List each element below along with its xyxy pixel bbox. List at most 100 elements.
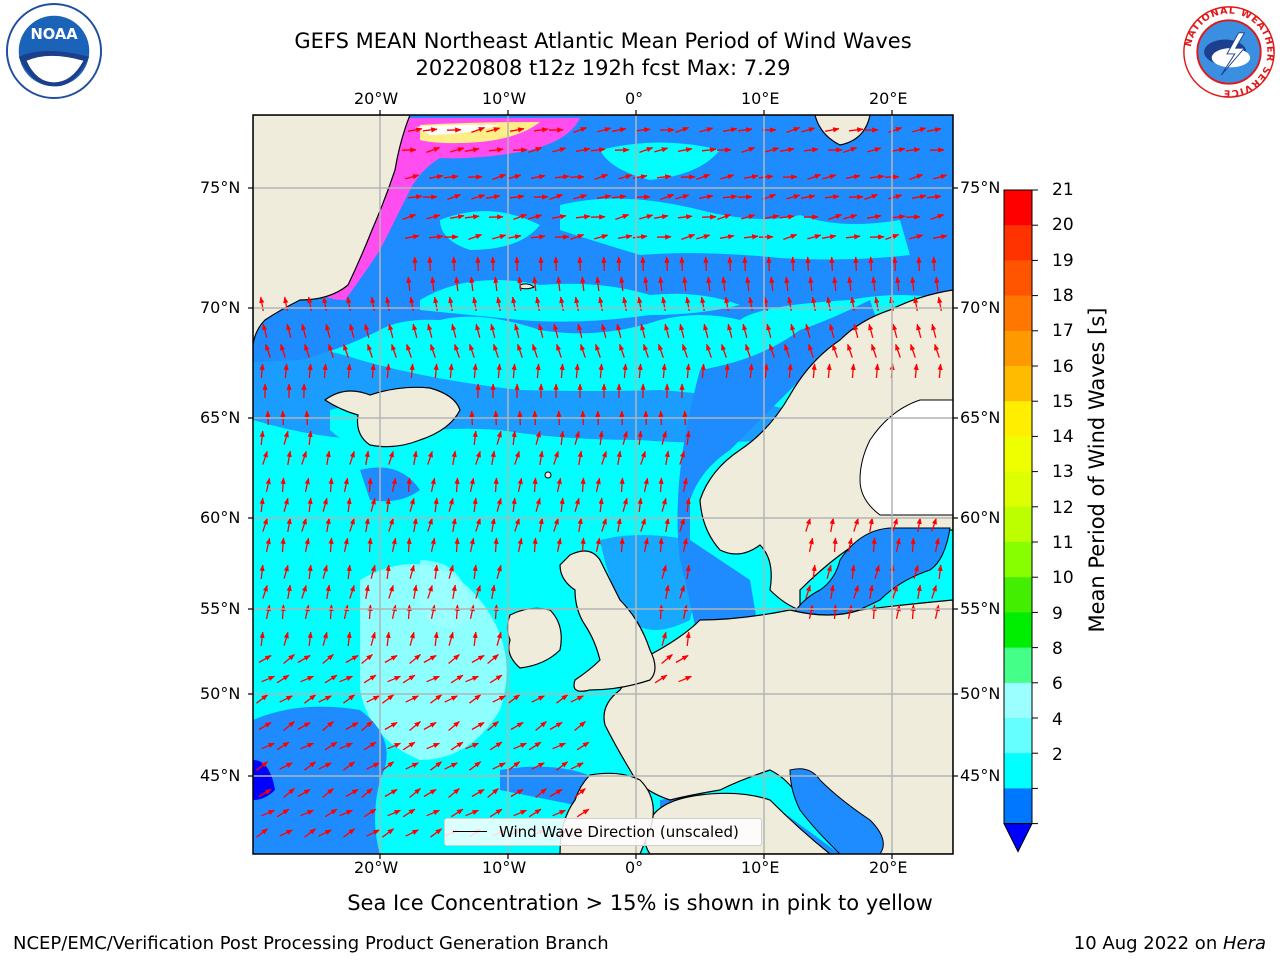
legend-line-icon	[453, 831, 487, 832]
wind-wave-arrow	[493, 477, 499, 493]
wind-wave-arrow	[325, 323, 331, 338]
wind-wave-arrow	[656, 174, 672, 180]
wind-wave-arrow	[451, 256, 457, 272]
wind-wave-arrow	[469, 477, 475, 492]
colorbar-segment	[1004, 436, 1032, 473]
wind-wave-arrow	[895, 276, 901, 292]
wind-wave-arrow	[405, 762, 419, 770]
footer-credit: NCEP/EMC/Verification Post Processing Pr…	[13, 933, 609, 954]
wind-wave-arrow	[493, 276, 499, 292]
wind-wave-arrow	[619, 276, 625, 292]
wind-wave-arrow	[475, 450, 481, 465]
wind-wave-arrow	[685, 631, 691, 646]
wind-wave-arrow	[514, 256, 520, 272]
wind-wave-arrow	[364, 450, 370, 466]
wind-wave-arrow	[660, 193, 675, 201]
wind-wave-arrow	[556, 343, 562, 358]
wind-wave-arrow	[256, 828, 269, 838]
wind-wave-arrow	[301, 323, 307, 338]
wind-wave-arrow	[385, 363, 391, 379]
wind-wave-arrow	[405, 829, 419, 837]
wind-wave-arrow	[450, 808, 464, 818]
colorbar-tick-14: 14	[1052, 427, 1074, 448]
wind-wave-arrow	[722, 194, 738, 200]
wind-wave-arrow	[619, 477, 625, 493]
wind-wave-arrow	[574, 430, 580, 445]
wind-wave-arrow	[454, 604, 460, 620]
wind-wave-arrow	[385, 631, 391, 646]
wind-wave-arrow	[405, 174, 420, 180]
wind-wave-arrow	[528, 214, 543, 220]
wind-wave-arrow	[301, 450, 307, 465]
wind-wave-arrow	[451, 517, 457, 533]
wind-wave-arrow	[301, 517, 307, 532]
wind-wave-arrow	[679, 256, 685, 272]
wind-wave-arrow	[528, 808, 542, 818]
wind-wave-arrow	[496, 631, 502, 646]
wind-wave-arrow	[258, 721, 272, 731]
wind-wave-arrow	[685, 564, 691, 579]
wind-wave-arrow	[472, 430, 478, 445]
wind-wave-arrow	[382, 694, 395, 704]
wind-wave-arrow	[552, 809, 566, 817]
colorbar-segment	[1004, 330, 1032, 367]
wind-wave-arrow	[322, 497, 328, 512]
wind-wave-arrow	[934, 537, 940, 552]
wind-wave-arrow	[722, 127, 738, 133]
wind-wave-arrow	[664, 584, 670, 600]
wind-wave-arrow	[934, 343, 940, 358]
wind-wave-arrow	[654, 674, 668, 684]
wind-wave-arrow	[553, 517, 559, 532]
wind-wave-arrow	[428, 234, 444, 240]
wind-wave-arrow	[717, 213, 732, 221]
wind-wave-arrow	[622, 363, 628, 379]
wind-wave-arrow	[300, 742, 314, 750]
wind-wave-arrow	[409, 564, 415, 579]
wind-wave-arrow	[391, 477, 397, 492]
wind-wave-arrow	[766, 323, 772, 338]
wind-wave-arrow	[808, 537, 814, 552]
wind-wave-arrow	[486, 127, 501, 133]
wind-wave-arrow	[617, 234, 633, 240]
wind-wave-arrow	[409, 721, 421, 731]
wind-wave-arrow	[930, 213, 945, 221]
wind-wave-arrow	[447, 193, 462, 201]
wind-wave-arrow	[530, 234, 546, 240]
wind-wave-arrow	[509, 194, 525, 200]
wind-wave-arrow	[412, 517, 418, 533]
wind-wave-arrow	[328, 604, 334, 620]
wind-wave-arrow	[532, 343, 538, 358]
wind-wave-arrow	[286, 323, 292, 338]
wind-wave-arrow	[556, 276, 562, 292]
wind-wave-arrow	[427, 323, 433, 338]
wind-wave-arrow	[853, 323, 859, 338]
wind-wave-arrow	[366, 762, 380, 770]
wind-wave-arrow	[595, 343, 601, 358]
graticule	[253, 115, 953, 854]
wind-wave-arrow	[580, 343, 586, 358]
wind-wave-arrow	[937, 564, 943, 579]
wind-wave-arrow	[279, 829, 293, 837]
wind-wave-arrow	[573, 194, 588, 200]
lon-label-10w-top: 10°W	[482, 89, 527, 108]
wind-wave-arrow	[790, 323, 796, 338]
wind-wave-arrow	[916, 517, 922, 533]
wind-wave-arrow	[868, 323, 874, 338]
wind-wave-arrow	[265, 604, 271, 619]
wind-wave-arrow	[829, 323, 835, 338]
wind-wave-arrow	[866, 214, 882, 220]
wind-wave-arrow	[391, 537, 397, 552]
wind-wave-arrow	[682, 604, 688, 619]
wind-wave-arrow	[322, 631, 328, 646]
wind-wave-arrow	[261, 809, 275, 817]
wind-wave-arrow	[517, 537, 523, 552]
wind-wave-arrow	[448, 497, 454, 512]
land-svalbard	[814, 115, 871, 146]
wind-wave-arrow	[682, 477, 688, 492]
land-greenland	[253, 115, 411, 346]
wind-wave-arrow	[577, 256, 583, 272]
wind-wave-arrow	[807, 234, 822, 240]
wind-wave-arrow	[407, 127, 423, 133]
wind-wave-arrow	[658, 477, 664, 493]
wind-wave-arrow	[531, 762, 545, 770]
